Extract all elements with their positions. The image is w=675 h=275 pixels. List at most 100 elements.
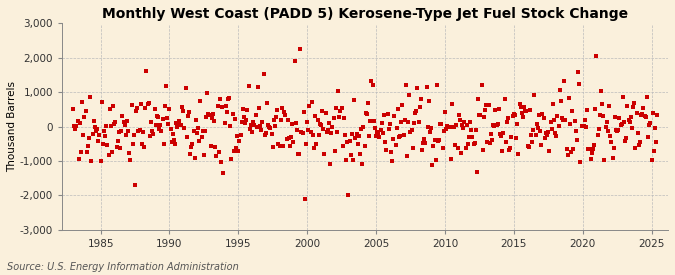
Point: [553, 123, 564, 128]
Point: [626, 115, 637, 120]
Point: [216, 160, 227, 164]
Point: [212, 104, 223, 109]
Point: [464, 135, 475, 139]
Point: [544, 148, 555, 153]
Point: [569, 119, 580, 123]
Point: [564, 96, 574, 101]
Point: [294, 152, 304, 157]
Point: [329, 149, 340, 153]
Point: [504, 148, 514, 152]
Point: [426, 125, 437, 130]
Point: [313, 133, 324, 137]
Point: [306, 100, 317, 104]
Point: [346, 153, 356, 158]
Point: [514, 102, 525, 106]
Point: [94, 133, 105, 137]
Point: [636, 113, 647, 117]
Point: [587, 151, 597, 155]
Point: [221, 110, 232, 114]
Point: [507, 114, 518, 118]
Point: [530, 132, 541, 137]
Point: [289, 59, 300, 64]
Point: [327, 125, 338, 130]
Point: [336, 106, 347, 110]
Point: [239, 115, 250, 120]
Point: [142, 101, 153, 106]
Point: [246, 122, 256, 127]
Point: [595, 89, 606, 93]
Point: [192, 131, 202, 135]
Point: [136, 101, 146, 106]
Point: [178, 109, 188, 113]
Point: [457, 122, 468, 127]
Point: [252, 85, 263, 89]
Point: [433, 139, 443, 143]
Point: [341, 158, 352, 162]
Point: [262, 101, 273, 106]
Point: [295, 47, 306, 51]
Point: [466, 128, 477, 132]
Point: [649, 149, 659, 153]
Point: [449, 125, 460, 129]
Point: [182, 135, 192, 139]
Point: [240, 121, 250, 125]
Point: [193, 126, 204, 130]
Point: [273, 141, 284, 146]
Point: [626, 126, 637, 130]
Point: [479, 115, 489, 119]
Point: [335, 109, 346, 114]
Point: [529, 93, 540, 97]
Point: [244, 127, 255, 131]
Point: [233, 149, 244, 154]
Point: [331, 130, 342, 134]
Point: [177, 105, 188, 109]
Point: [323, 121, 334, 125]
Point: [448, 125, 458, 129]
Point: [92, 126, 103, 131]
Point: [128, 142, 138, 146]
Point: [533, 126, 543, 130]
Point: [641, 115, 651, 119]
Point: [68, 107, 78, 112]
Point: [582, 108, 593, 112]
Point: [256, 128, 267, 133]
Point: [482, 139, 493, 144]
Point: [138, 130, 148, 134]
Point: [300, 142, 311, 146]
Point: [589, 143, 599, 147]
Point: [310, 114, 321, 118]
Point: [618, 95, 628, 100]
Point: [111, 145, 122, 149]
Point: [304, 104, 315, 108]
Point: [269, 117, 279, 122]
Point: [404, 93, 414, 98]
Point: [263, 123, 273, 128]
Point: [351, 132, 362, 136]
Point: [284, 135, 294, 140]
Point: [537, 112, 548, 116]
Point: [70, 127, 81, 131]
Point: [651, 139, 661, 144]
Point: [182, 114, 193, 118]
Point: [439, 110, 450, 114]
Point: [423, 99, 434, 103]
Point: [451, 123, 462, 127]
Point: [603, 104, 614, 108]
Point: [133, 129, 144, 133]
Point: [515, 104, 526, 109]
Point: [374, 135, 385, 139]
Point: [315, 122, 325, 126]
Point: [281, 136, 292, 141]
Point: [190, 118, 201, 122]
Point: [412, 86, 423, 90]
Point: [117, 114, 128, 118]
Point: [562, 153, 573, 157]
Point: [174, 122, 185, 127]
Point: [234, 139, 245, 144]
Point: [302, 120, 313, 124]
Point: [340, 133, 350, 137]
Point: [646, 158, 657, 162]
Point: [85, 95, 96, 99]
Point: [613, 128, 624, 132]
Point: [437, 145, 448, 150]
